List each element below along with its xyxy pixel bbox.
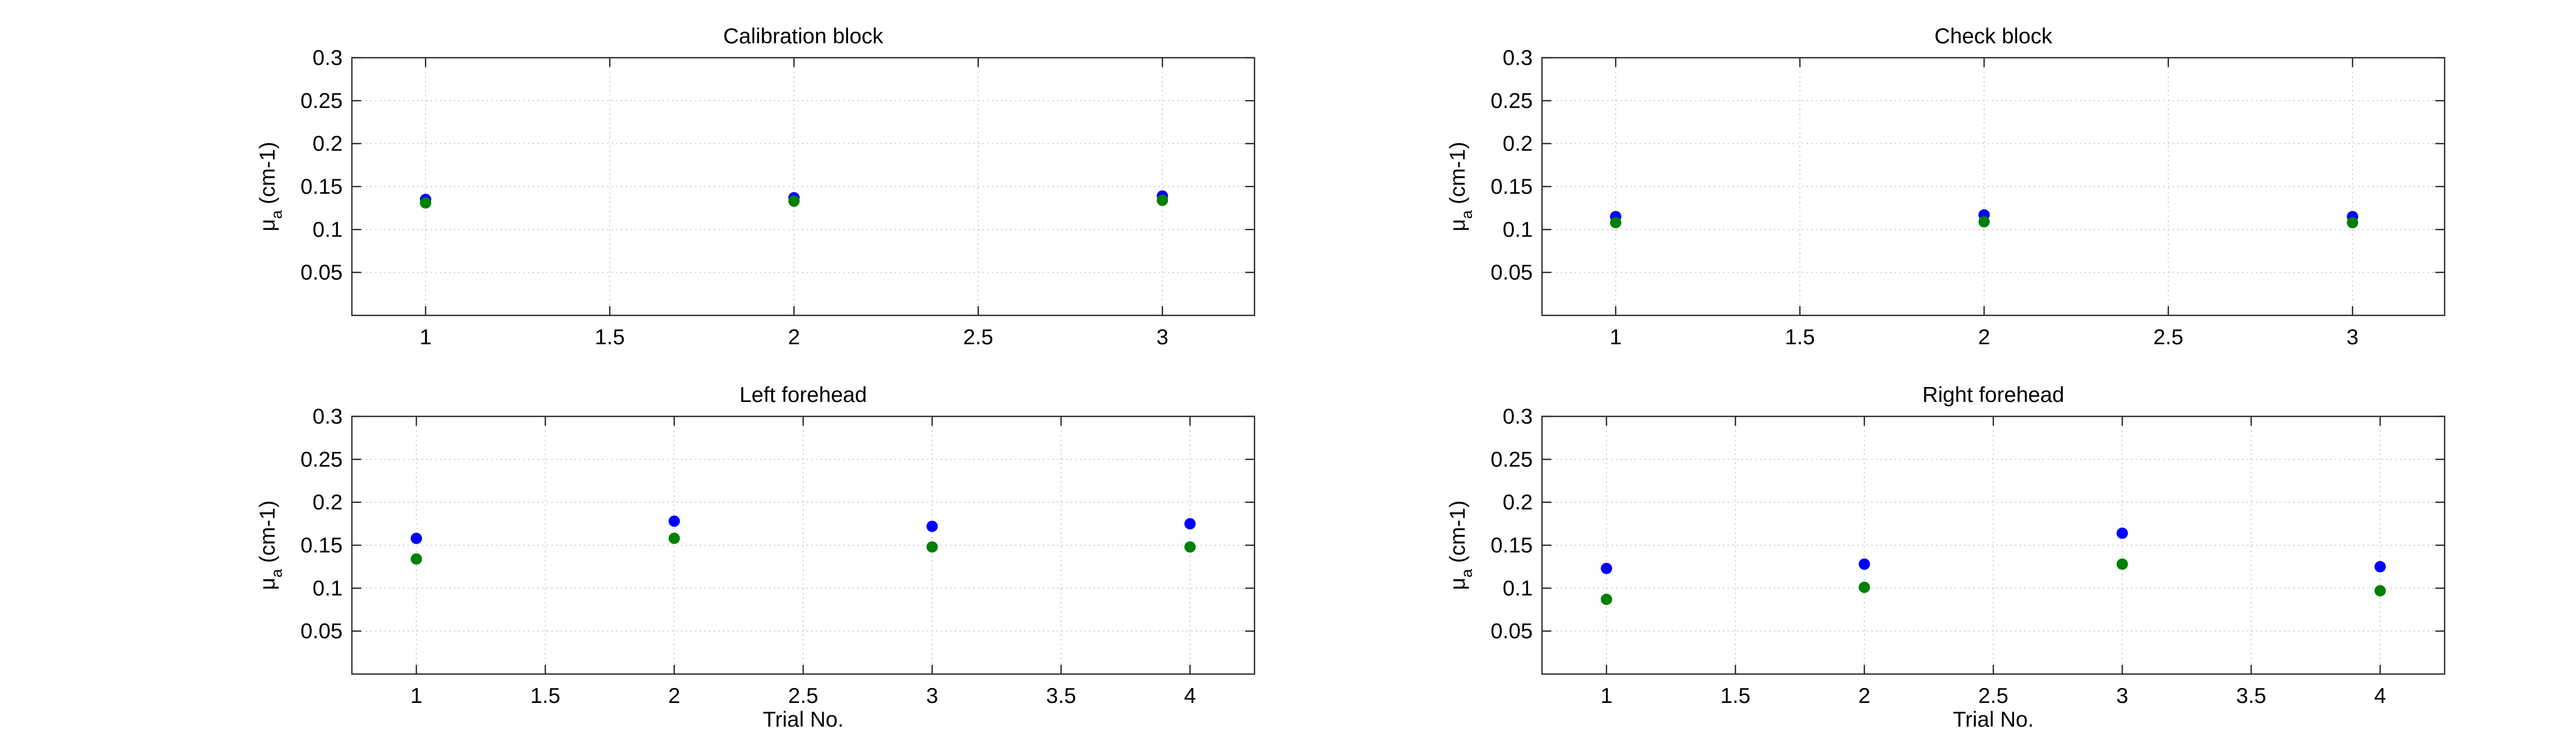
y-axis-label-unit: (cm-1) [1445,142,1469,210]
data-point [1601,594,1613,605]
y-tick-label: 0.05 [1490,260,1533,284]
y-tick-label: 0.25 [300,447,343,471]
y-tick-label: 0.05 [1490,619,1533,643]
data-point [411,532,422,544]
y-axis-label-unit: (cm-1) [1445,500,1469,569]
data-point [788,195,800,207]
data-point [411,553,422,565]
x-tick-label: 2 [788,325,800,349]
y-tick-label: 0.05 [300,619,343,643]
y-axis-label: μa (cm-1) [255,500,285,590]
data-point [2374,585,2386,597]
x-tick-label: 1.5 [1720,683,1750,708]
x-tick-label: 3 [1157,325,1168,349]
data-point [1184,518,1196,530]
x-tick-label: 3 [2116,683,2128,708]
y-tick-label: 0.25 [1490,88,1533,112]
x-tick-label: 3 [926,683,938,708]
y-tick-label: 0.1 [1503,217,1533,241]
y-tick-label: 0.3 [1503,404,1533,428]
y-axis-label-symbol: μ [255,578,279,590]
y-tick-label: 0.3 [313,45,343,70]
data-point [668,515,680,527]
subplot-title: Check block [1935,24,2053,48]
data-point [420,197,432,209]
y-axis-label-subscript: a [1459,569,1476,578]
y-tick-label: 0.1 [313,217,343,241]
x-tick-label: 1 [410,683,422,708]
subplot-title: Left forehead [739,382,867,407]
x-tick-label: 2 [1978,325,1990,349]
y-axis-label-symbol: μ [1445,219,1469,231]
y-axis-label-unit: (cm-1) [255,142,279,210]
x-tick-label: 4 [2374,683,2386,708]
subplot-1: 1 1.5 2 2.5 3 0.05 0.1 0.15 0.2 0.25 0.3 Calibratio… [255,24,1256,349]
x-axis-label: Trial No. [1953,707,2033,731]
y-tick-label: 0.15 [300,174,343,198]
x-tick-label: 2.5 [2153,325,2183,349]
data-point [1858,558,1870,570]
y-axis-label: μa (cm-1) [1445,142,1476,231]
data-point [1184,541,1196,553]
subplot-3: 1 1.5 2 2.5 3 3.5 4 0.05 0.1 0.15 0.2 0.25 0.3 Left f… [255,382,1256,731]
x-tick-label: 3 [2347,325,2359,349]
x-axis-label: Trial No. [762,707,843,731]
data-point [926,541,938,553]
x-tick-label: 2.5 [963,325,993,349]
y-axis-label-subscript: a [268,210,285,219]
data-point [1610,217,1622,228]
y-tick-label: 0.15 [1490,533,1533,557]
data-point [2116,527,2128,539]
y-axis-label-symbol: μ [255,219,279,231]
y-axis-label-unit: (cm-1) [255,500,279,569]
data-point [1157,194,1168,206]
y-tick-label: 0.15 [1490,174,1533,198]
subplot-title: Calibration block [723,24,884,48]
data-point [926,520,938,532]
x-tick-label: 1 [1600,683,1612,708]
subplot-4: 1 1.5 2 2.5 3 3.5 4 0.05 0.1 0.15 0.2 0.25 0.3 Right … [1445,382,2446,731]
y-tick-label: 0.2 [1503,490,1533,514]
y-tick-label: 0.1 [1503,576,1533,600]
x-tick-label: 1.5 [1785,325,1815,349]
data-point [668,532,680,544]
x-tick-label: 1.5 [530,683,560,708]
x-tick-label: 1 [419,325,431,349]
data-point [1978,216,1990,228]
x-tick-label: 2.5 [788,683,818,708]
y-tick-label: 0.2 [1503,131,1533,156]
x-tick-label: 3.5 [2236,683,2266,708]
y-tick-label: 0.1 [313,576,343,600]
x-tick-label: 4 [1184,683,1196,708]
y-axis-label: μa (cm-1) [1445,500,1476,590]
x-tick-label: 1.5 [595,325,624,349]
y-axis-label-subscript: a [268,569,285,578]
y-tick-label: 0.05 [300,260,343,284]
y-tick-label: 0.2 [313,490,343,514]
subplot-2: 1 1.5 2 2.5 3 0.05 0.1 0.15 0.2 0.25 0.3 Check bloc… [1445,24,2446,349]
y-tick-label: 0.15 [300,533,343,557]
x-tick-label: 2 [1858,683,1870,708]
y-tick-label: 0.3 [313,404,343,428]
y-axis-label-symbol: μ [1445,578,1469,590]
data-point [2374,561,2386,573]
data-point [2116,558,2128,570]
y-tick-label: 0.25 [1490,447,1533,471]
x-tick-label: 2.5 [1978,683,2008,708]
y-axis-label: μa (cm-1) [255,142,285,231]
data-point [2347,217,2359,228]
y-axis-label-subscript: a [1459,210,1476,219]
y-tick-label: 0.25 [300,88,343,112]
y-tick-label: 0.2 [313,131,343,156]
data-point [1601,563,1613,574]
x-tick-label: 1 [1609,325,1621,349]
y-tick-label: 0.3 [1503,45,1533,70]
data-point [1858,581,1870,593]
x-tick-label: 2 [668,683,680,708]
subplot-title: Right forehead [1922,382,2064,407]
x-tick-label: 3.5 [1046,683,1076,708]
